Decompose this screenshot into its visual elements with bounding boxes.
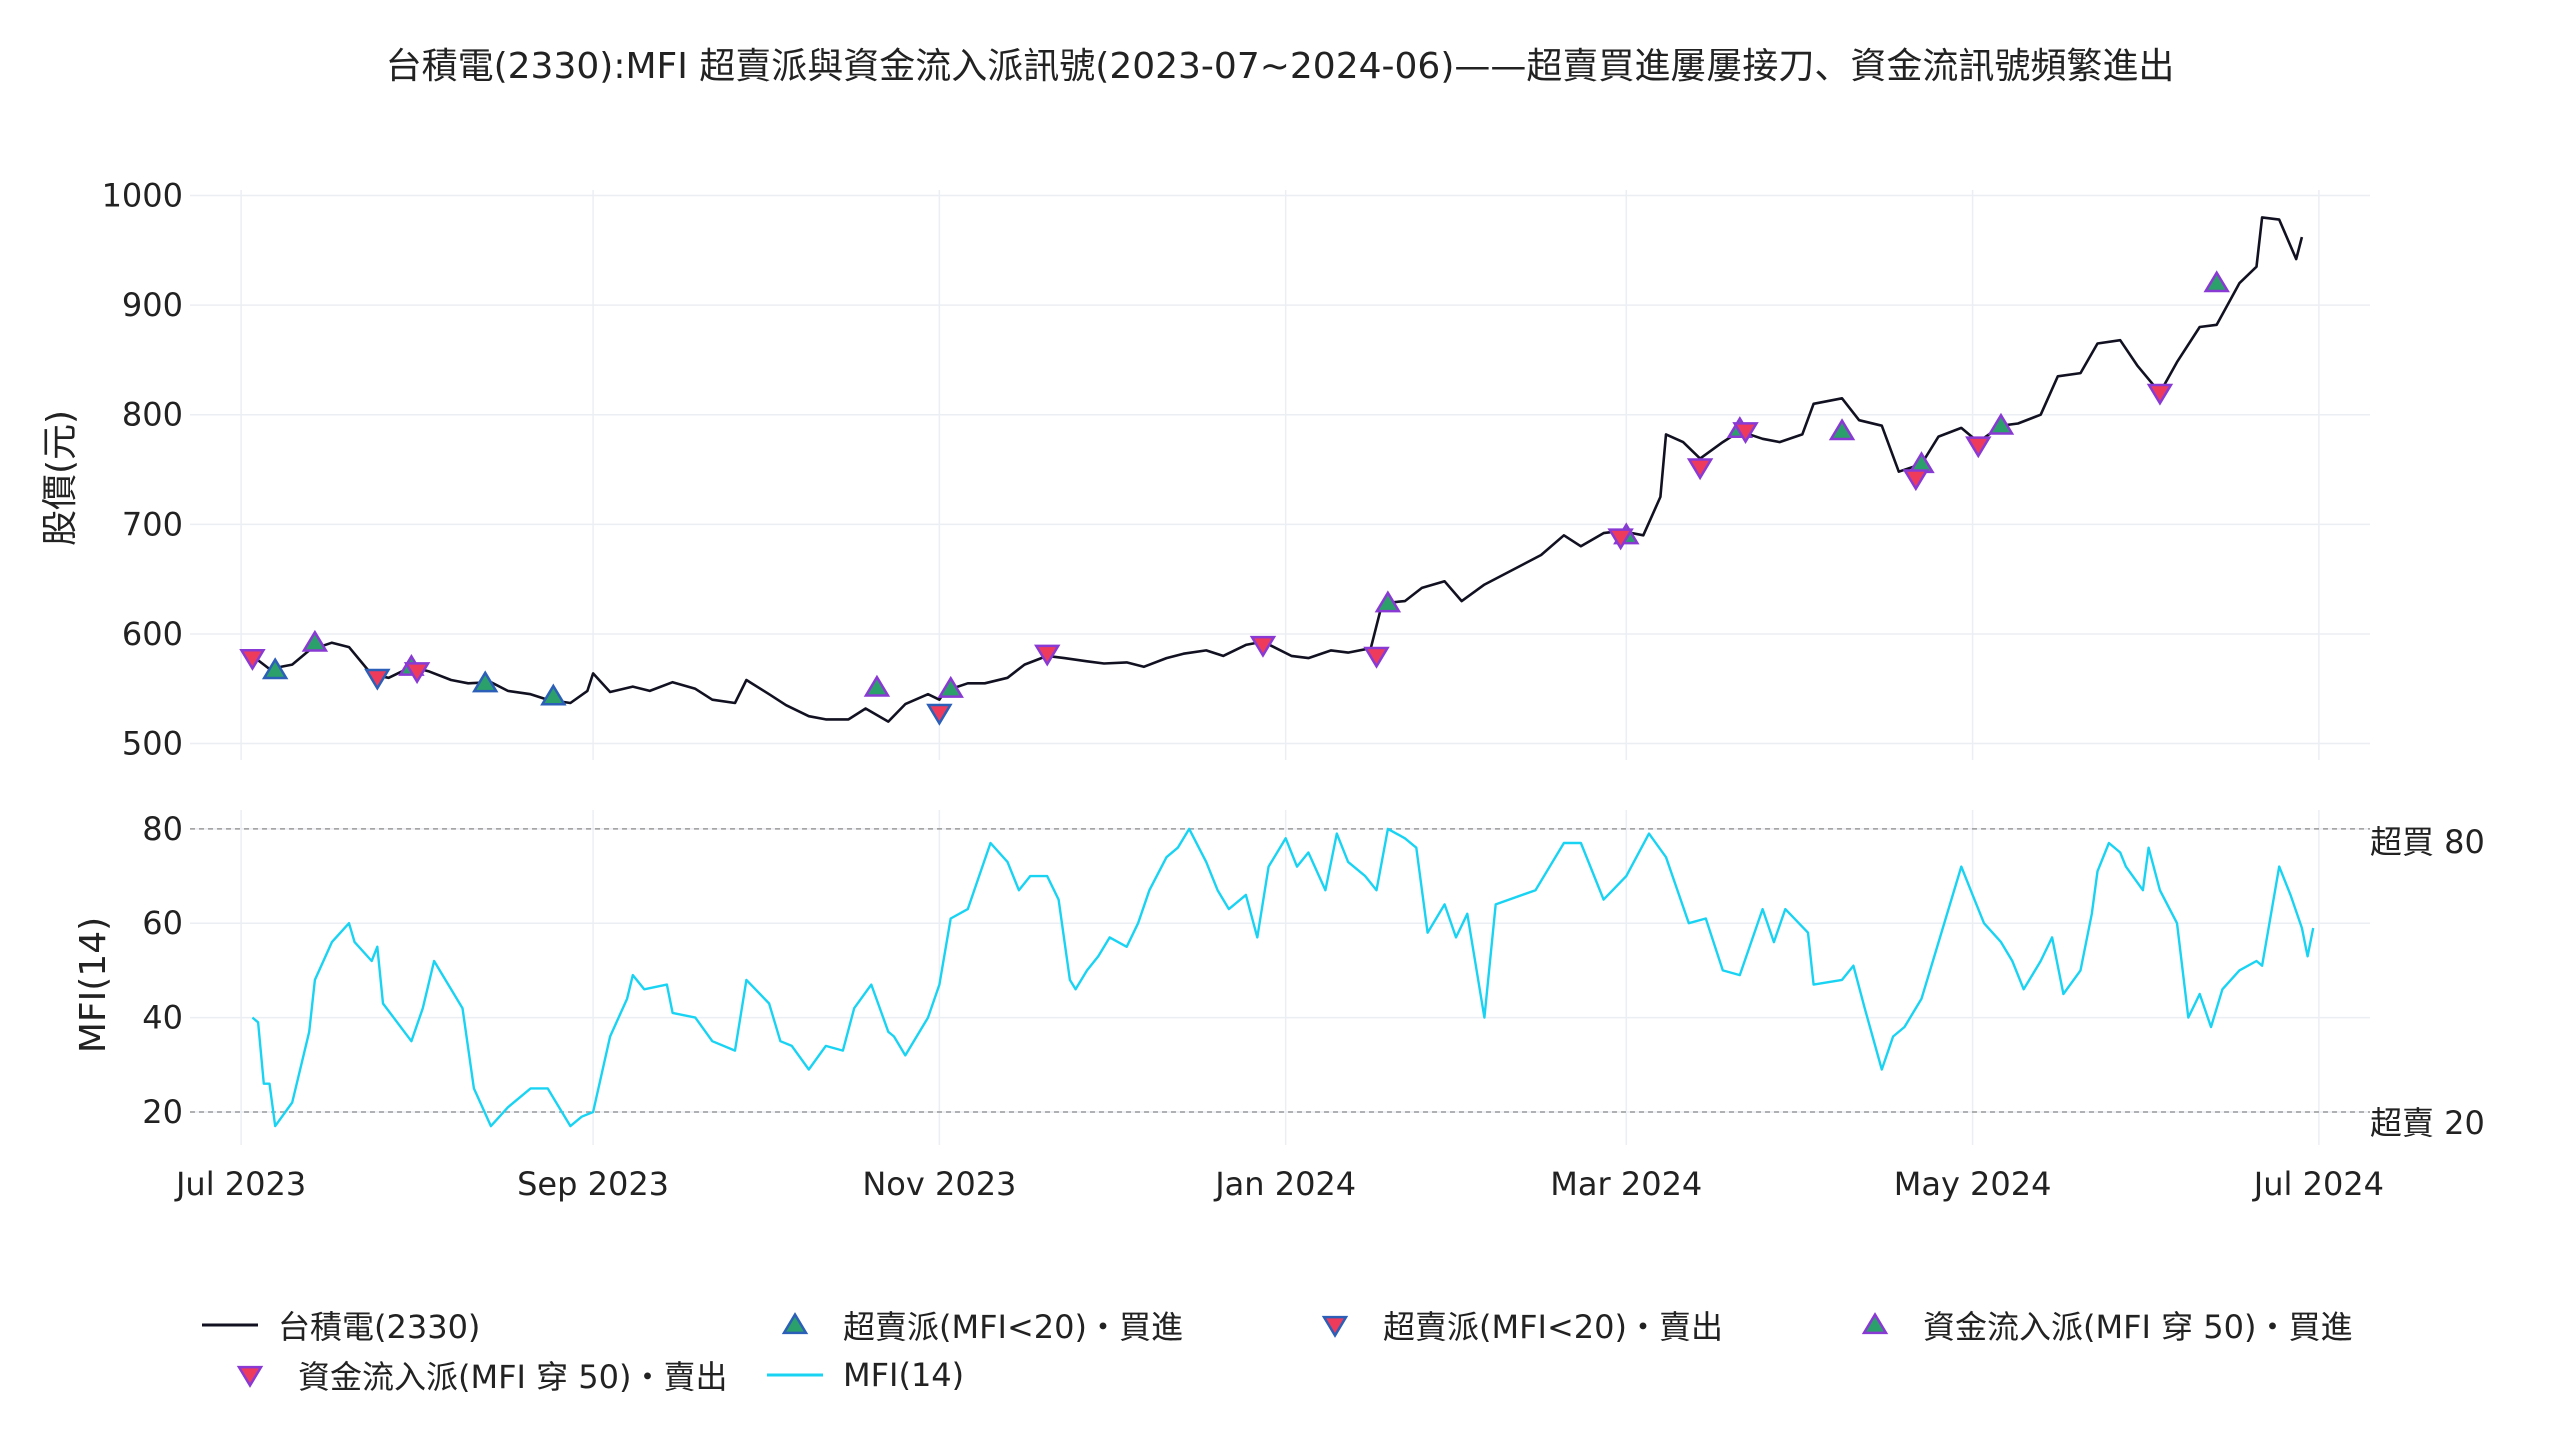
price-y-tick-label: 800 [122,396,183,434]
legend-symbol [1861,1312,1889,1335]
inflow-buy-marker [863,674,891,697]
legend-item[interactable]: 超賣派(MFI<20)・賣出 [1305,1305,1723,1346]
overbought-label: 超買 80 [2370,823,2485,861]
inflow-sell-marker [1732,422,1759,445]
x-tick-label: Jul 2023 [174,1165,306,1203]
mfi-y-tick-label: 60 [142,904,183,942]
oversold-sell-markers [364,668,953,726]
x-tick-label: Jul 2024 [2252,1165,2384,1203]
legend-symbol [1321,1315,1349,1338]
inflow-sell-marker [1607,528,1634,551]
oversold-buy-marker [471,670,499,693]
legend-item[interactable]: MFI(14) [765,1355,964,1395]
inflow-buy-marker [1828,418,1856,441]
legend-symbol [781,1312,809,1335]
inflow-sell-marker [2146,383,2174,406]
legend-label: 資金流入派(MFI 穿 50)・賣出 [298,1358,728,1396]
legend-symbol [236,1365,264,1388]
mfi-y-tick-label: 80 [142,810,183,848]
legend-label: 資金流入派(MFI 穿 50)・買進 [1923,1308,2353,1346]
inflow-sell-marker [1686,458,1714,481]
price-y-tick-label: 500 [122,725,183,763]
legend-triangle-swatch [1321,1315,1349,1338]
price-y-tick-label: 600 [122,615,183,653]
oversold-buy-markers [261,657,567,706]
price-line [251,216,2304,723]
oversold-sell-marker [926,703,953,726]
oversold-label: 超賣 20 [2370,1104,2485,1142]
legend-triangle-swatch [781,1312,809,1335]
mfi-y-tick-label: 40 [142,999,183,1037]
inflow-sell-marker [1249,635,1277,658]
inflow-sell-marker [1034,644,1061,667]
oversold-buy-marker [261,657,289,680]
legend-label: 超賣派(MFI<20)・賣出 [1383,1308,1723,1346]
legend-item[interactable]: 資金流入派(MFI 穿 50)・賣出 [220,1355,728,1396]
inflow-buy-marker [937,675,964,698]
mfi-line [251,827,2315,1128]
legend-label: MFI(14) [843,1356,965,1394]
x-tick-label: Nov 2023 [862,1165,1016,1203]
price-y-tick-label: 1000 [102,176,183,214]
legend-triangle-swatch [1861,1312,1889,1335]
legend-item[interactable]: 超賣派(MFI<20)・買進 [765,1305,1183,1346]
chart-title: 台積電(2330):MFI 超賣派與資金流入派訊號(2023-07~2024-0… [386,46,2175,87]
legend-symbol [202,1323,258,1327]
x-tick-label: Sep 2023 [517,1165,669,1203]
x-tick-label: May 2024 [1894,1165,2052,1203]
inflow-sell-marker [1902,469,1930,492]
inflow-buy-marker [1374,590,1402,613]
inflow-sell-markers [239,383,2174,685]
inflow-buy-marker [1908,451,1935,474]
reference-line-labels: 超買 80 超賣 20 [2370,823,2485,1142]
oversold-sell-marker [364,668,391,691]
inflow-buy-marker [301,629,329,652]
legend: 台積電(2330) 超賣派(MFI<20)・買進 超賣派(MFI<20)・賣出 資金流… [0,1305,2560,1425]
price-y-tick-label: 700 [122,505,183,543]
mfi-axis-title: MFI(14) [73,917,114,1053]
legend-label: 台積電(2330) [278,1308,481,1346]
legend-symbol [767,1373,823,1377]
mfi-y-tick-label: 20 [142,1093,183,1131]
x-tick-label: Mar 2024 [1550,1165,1702,1203]
legend-label: 超賣派(MFI<20)・買進 [843,1308,1183,1346]
inflow-buy-marker [2203,270,2230,293]
x-tick-label: Jan 2024 [1213,1165,1356,1203]
oversold-buy-marker [540,683,567,706]
price-axis-title: 股價(元) [40,410,81,546]
price-y-tick-label: 900 [122,286,183,324]
legend-item[interactable]: 資金流入派(MFI 穿 50)・買進 [1845,1305,2353,1346]
grid [190,190,2370,1145]
inflow-sell-marker [403,662,431,685]
inflow-sell-marker [1363,646,1390,669]
inflow-buy-marker [1987,412,2015,435]
inflow-sell-marker [239,648,266,671]
legend-item[interactable]: 台積電(2330) [200,1305,481,1346]
inflow-sell-marker [1965,436,1992,459]
legend-triangle-swatch [236,1365,264,1388]
